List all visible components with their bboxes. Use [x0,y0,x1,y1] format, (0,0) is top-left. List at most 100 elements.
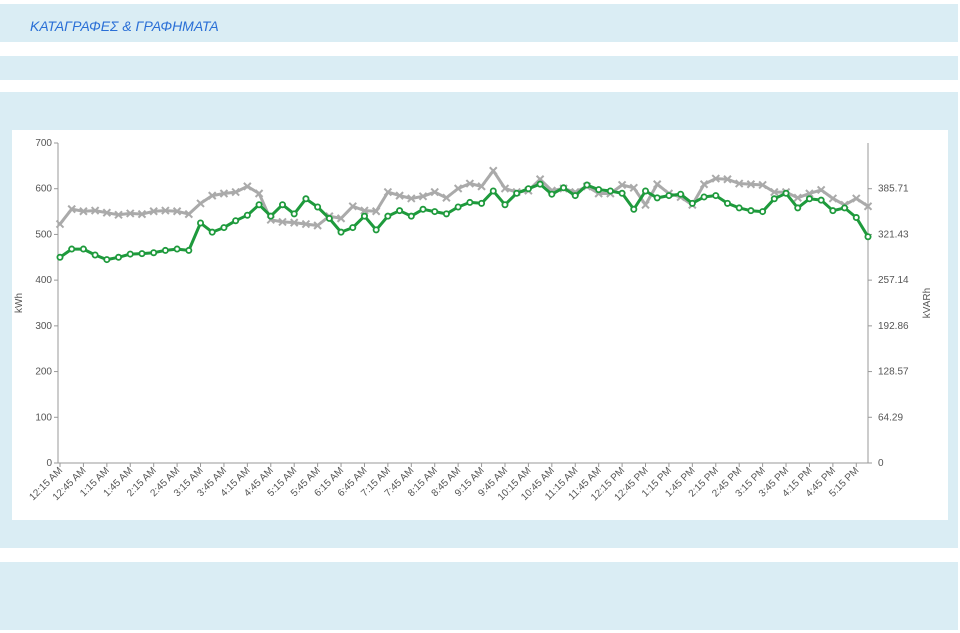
point-marker [665,192,673,200]
point-marker [208,228,216,236]
x-marker [734,179,744,188]
y2-tick-label: 321.43 [878,229,909,240]
x-marker [641,200,650,210]
point-marker [150,249,158,257]
x-marker [489,166,498,175]
point-marker [571,192,579,200]
x-marker [102,208,112,217]
point-marker [384,212,392,220]
x-marker [90,206,100,215]
point-marker [759,208,767,216]
y-tick-label: 200 [35,367,52,378]
point-marker [642,187,650,195]
x-marker [289,218,299,227]
point-marker [255,201,263,209]
x-marker [219,189,229,198]
y-tick-label: 500 [35,229,52,240]
point-marker [138,250,146,258]
point-marker [337,228,345,236]
point-marker [325,214,333,222]
x-marker [395,191,404,200]
x-marker [430,187,439,197]
x-marker [348,202,357,211]
point-marker [302,195,310,203]
x-marker [793,193,802,202]
point-marker [396,207,404,215]
point-marker [79,245,87,253]
footer-band [0,562,958,630]
point-marker [688,199,696,207]
x-marker [863,202,873,211]
x-marker [477,182,486,191]
y-tick-label: 400 [35,275,52,286]
point-marker [220,224,228,232]
y-axis-label: kWh [14,293,25,313]
x-marker [371,207,381,216]
y2-tick-label: 64.29 [878,412,903,423]
chart: 0 100 200 300 400 500 600 700 0 64.29 128.57 192.86… [12,130,948,520]
x-marker [418,192,428,201]
x-marker [653,180,662,189]
point-marker [478,199,486,207]
point-marker [161,246,169,254]
point-marker [595,186,603,194]
point-marker [747,207,755,215]
x-marker [336,214,346,223]
x-marker [184,209,194,219]
x-marker [383,187,393,197]
point-marker [852,214,860,222]
x-marker [114,210,123,220]
point-marker [278,201,286,209]
x-marker [149,207,158,216]
x-marker [301,219,311,229]
point-marker [431,208,439,216]
y-tick-label: 0 [46,458,52,469]
point-marker [360,212,368,220]
x-marker [617,180,627,190]
point-marker [197,219,205,227]
point-marker [267,212,275,220]
point-marker [419,205,427,213]
point-marker [805,195,813,203]
point-marker [782,189,790,197]
point-marker [185,246,193,254]
point-marker [91,251,99,259]
y-tick-label: 300 [35,321,52,332]
point-marker [700,193,708,201]
point-marker [630,205,638,213]
y2-tick-label: 0 [878,458,884,469]
y2-tick-label: 128.57 [878,367,909,378]
point-marker [243,211,251,219]
point-marker [677,190,685,198]
point-marker [606,187,614,195]
point-marker [314,203,322,211]
point-marker [372,226,380,234]
y2-axis-label: kVARh [922,288,933,318]
point-marker [712,192,720,200]
x-marker [196,199,205,208]
y-tick-label: 100 [35,412,52,423]
point-marker [56,253,64,261]
x-marker [500,184,510,193]
x-marker [360,206,369,215]
x-marker [629,183,639,193]
x-marker [816,185,826,195]
point-marker [501,201,509,209]
point-marker [548,190,556,198]
point-marker [513,189,521,197]
point-marker [442,210,450,218]
point-marker [560,184,568,192]
x-marker [161,206,170,215]
point-marker [126,250,134,258]
point-marker [454,203,462,211]
x-marker [711,174,720,183]
x-marker [746,180,756,189]
x-marker [465,179,475,188]
x-marker [805,189,814,198]
x-marker [278,217,287,227]
point-marker [536,180,544,188]
point-marker [173,245,181,253]
y2-tick-label: 257.14 [878,275,909,286]
point-marker [829,207,837,215]
